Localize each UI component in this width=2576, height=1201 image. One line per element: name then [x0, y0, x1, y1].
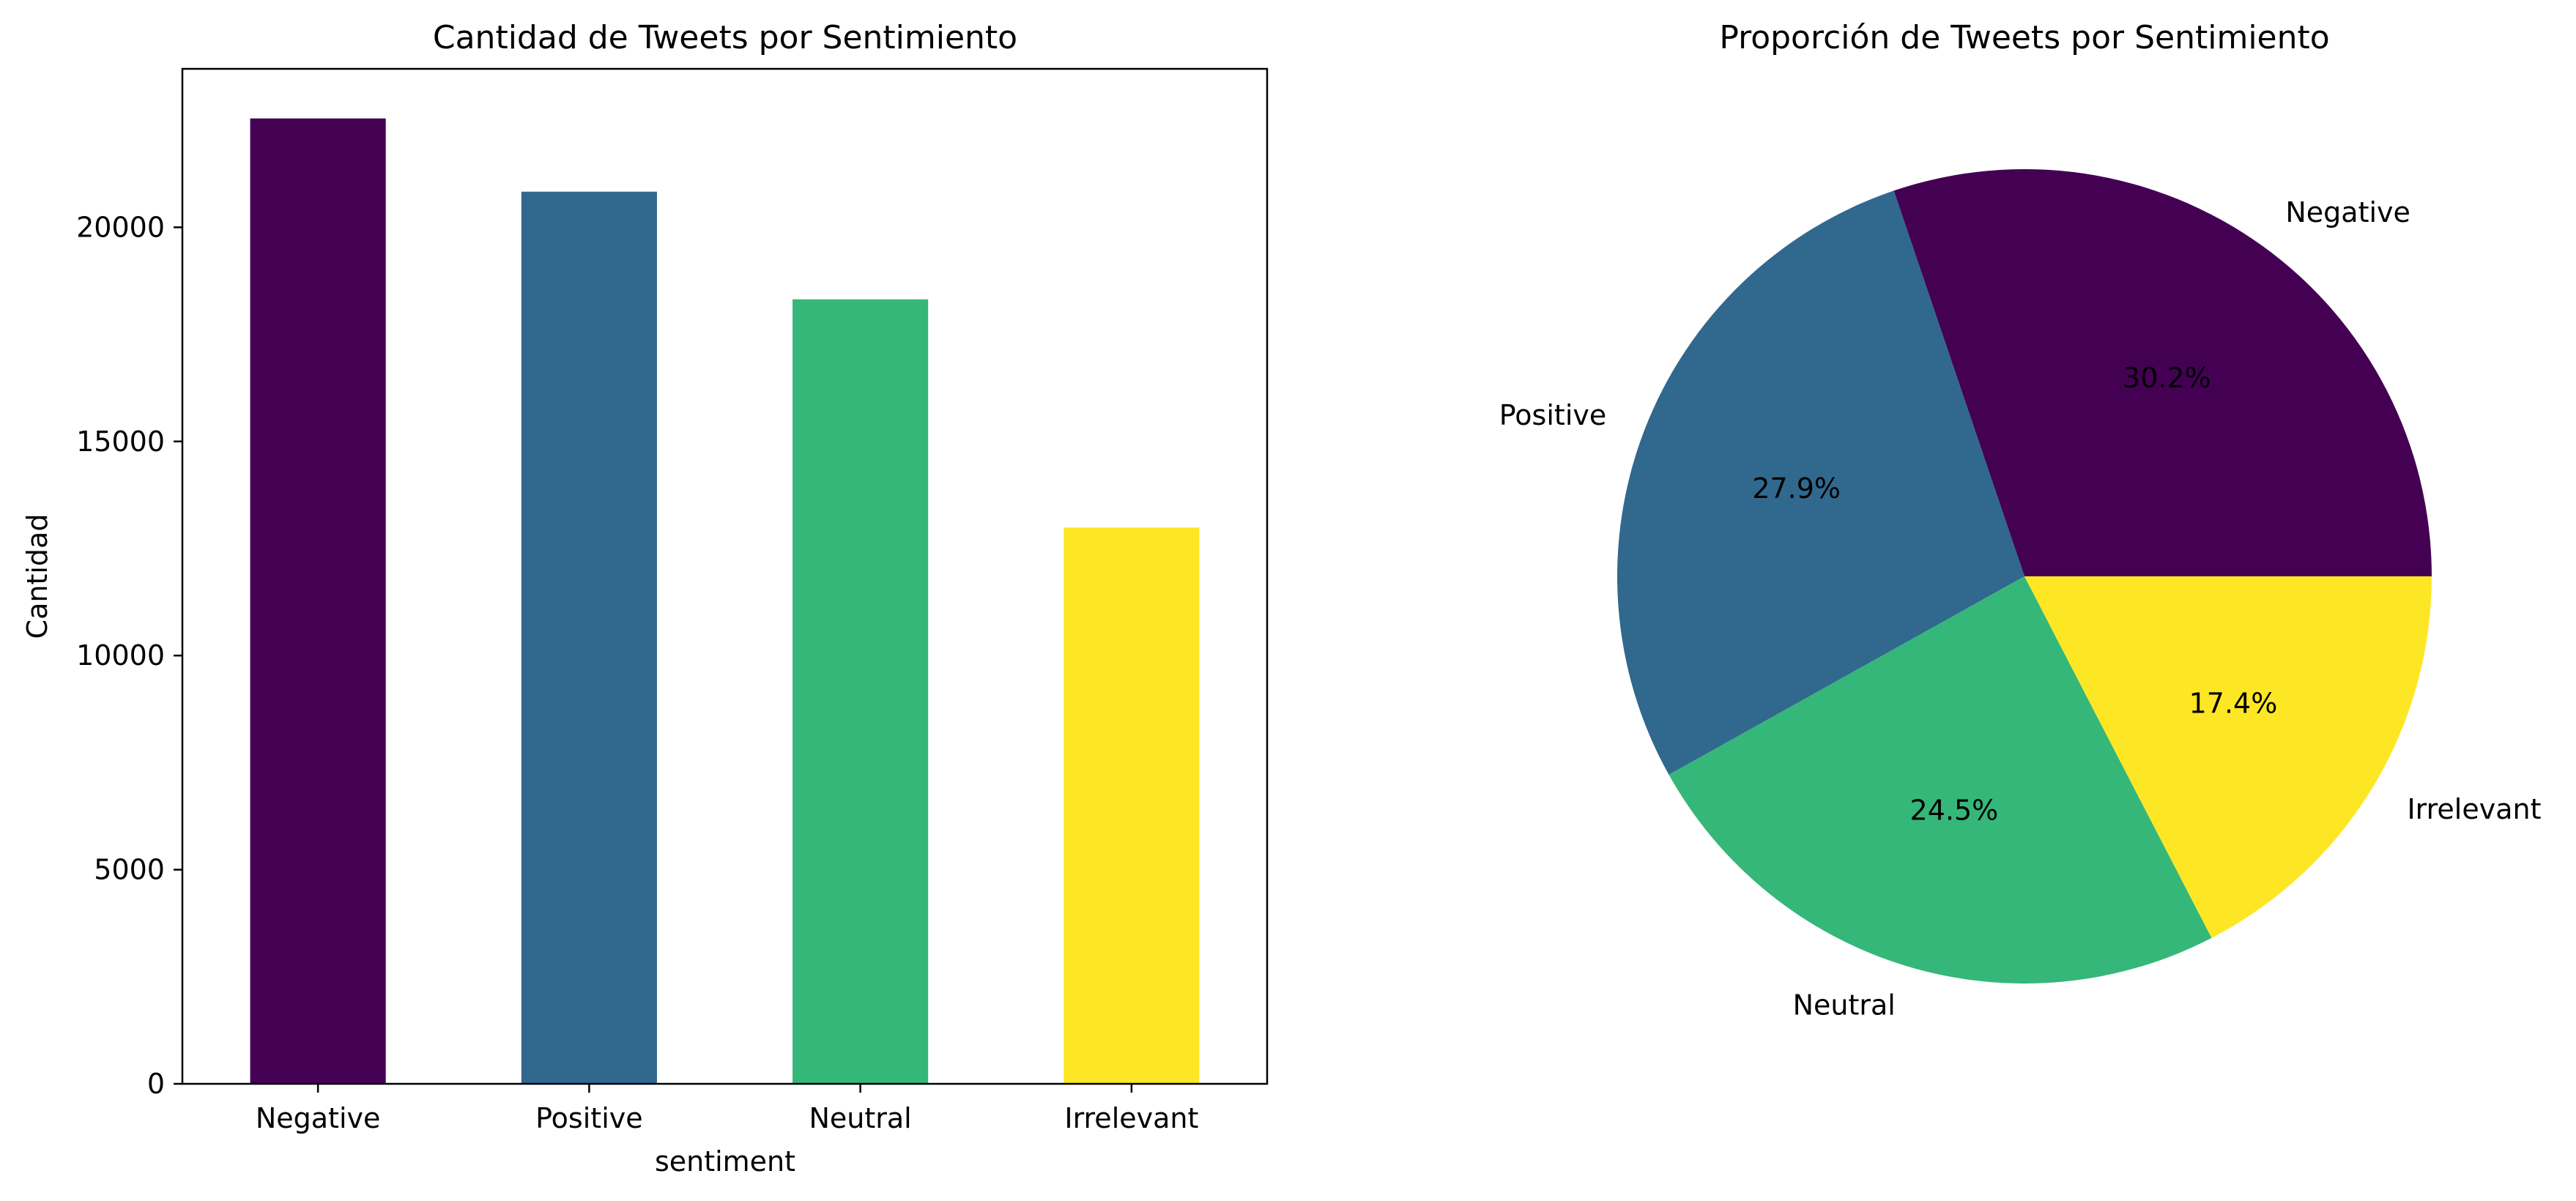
pie-label-neutral: Neutral [1793, 989, 1896, 1022]
y-tick-label: 0 [147, 1068, 165, 1100]
pie-slice-positive [1617, 190, 2024, 775]
bar-chart: Cantidad de Tweets por Sentimiento 0 5000… [21, 19, 1269, 1178]
bars [250, 118, 1200, 1085]
bar-y-axis-label: Cantidad [21, 514, 53, 639]
pie-slice-neutral [1669, 576, 2212, 984]
pie-chart: Proporción de Tweets por Sentimiento Neg… [1499, 19, 2542, 1022]
bar-plot-frame [181, 67, 1269, 1085]
x-tick-label-neutral: Neutral [809, 1102, 911, 1134]
pie-chart-title: Proporción de Tweets por Sentimiento [1719, 19, 2329, 56]
bar-y-ticks: 0 5000 10000 15000 20000 [76, 211, 182, 1100]
pie-pct-positive: 27.9% [1752, 472, 1841, 505]
bar-x-ticks: Negative Positive Neutral Irrelevant [256, 1084, 1198, 1134]
x-tick-label-irrelevant: Irrelevant [1064, 1102, 1198, 1134]
bar-positive [521, 191, 657, 1085]
pie-pct-neutral: 24.5% [1910, 794, 1999, 826]
bar-chart-title: Cantidad de Tweets por Sentimiento [433, 19, 1017, 56]
pie-label-positive: Positive [1499, 399, 1607, 431]
bar-x-axis-label: sentiment [655, 1145, 795, 1178]
pie-slice-irrelevant [2024, 576, 2432, 938]
y-tick-label: 20000 [76, 211, 165, 243]
pie-label-irrelevant: Irrelevant [2407, 793, 2541, 825]
bar-negative [250, 118, 386, 1085]
x-tick-label-negative: Negative [256, 1102, 381, 1134]
bar-irrelevant [1064, 527, 1200, 1084]
pie-pct-irrelevant: 17.4% [2189, 687, 2278, 719]
y-tick-label: 5000 [94, 854, 165, 886]
x-tick-label-positive: Positive [535, 1102, 643, 1134]
pie-pct-negative: 30.2% [2123, 362, 2211, 394]
bar-neutral [793, 299, 929, 1084]
pie-slice-negative [1893, 168, 2432, 577]
y-tick-label: 15000 [76, 425, 165, 458]
y-tick-label: 10000 [76, 639, 165, 672]
pie-slice-labels: Negative 30.2% Positive 27.9% Neutral 24.5% Ir… [1499, 196, 2542, 1022]
pie-label-negative: Negative [2285, 196, 2410, 228]
pie-slices [1617, 168, 2432, 984]
